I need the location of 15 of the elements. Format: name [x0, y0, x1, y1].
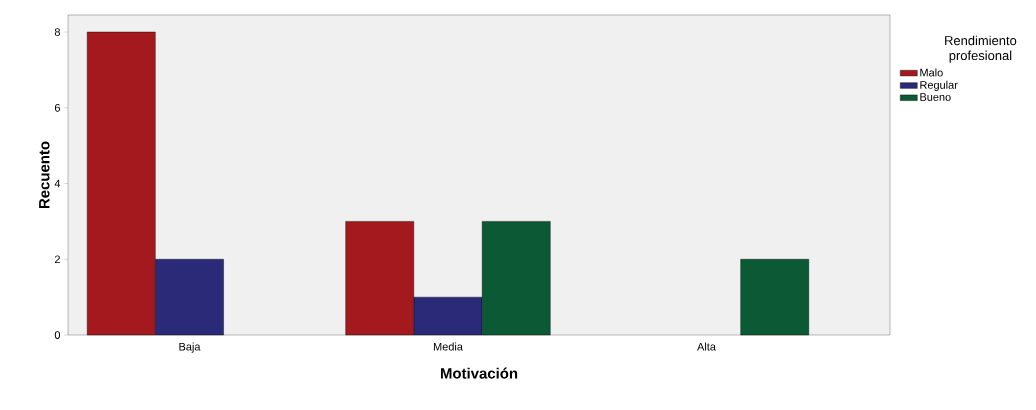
y-tick-label: 2	[54, 255, 60, 264]
legend-label: Malo	[920, 68, 943, 77]
legend-label: Regular	[920, 80, 958, 92]
y-tick-label: 6	[54, 103, 60, 112]
x-tick-label: Alta	[697, 342, 716, 351]
y-tick-label: 0	[54, 331, 61, 339]
legend-title: Rendimiento profesional	[945, 35, 1017, 63]
x-axis-title: Motivación	[440, 367, 518, 379]
y-axis-title: Recuento	[39, 141, 50, 209]
legend-label: Bueno	[920, 93, 951, 101]
x-tick-label: Media	[433, 342, 463, 351]
y-tick-label: 4	[54, 179, 61, 188]
x-tick-label: Baja	[179, 342, 201, 353]
y-tick-label: 8	[54, 28, 60, 36]
bar	[740, 259, 809, 336]
